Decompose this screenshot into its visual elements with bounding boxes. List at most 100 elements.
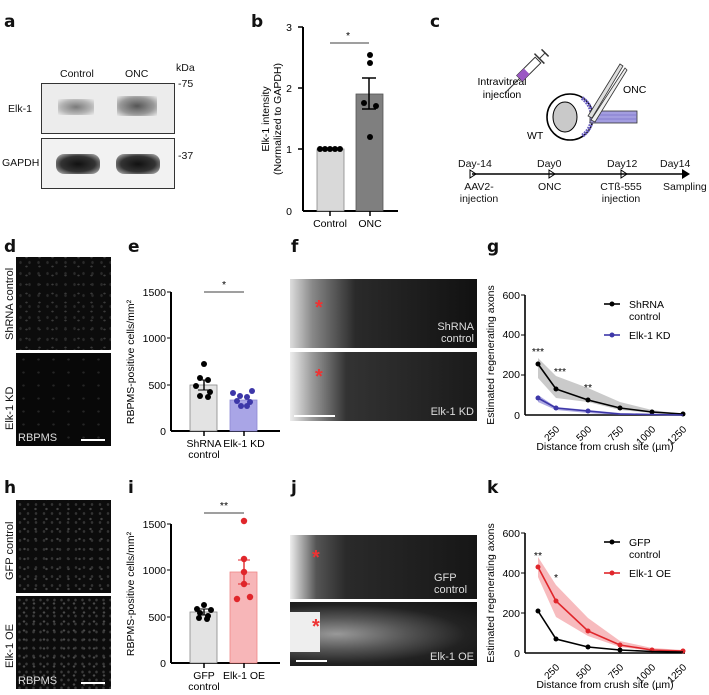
scale-bar-j [296,660,327,662]
micrograph-elk1-oe: RBPMS [16,596,111,689]
chart-b: 3 2 1 0 * Control ONC Elk-1 intensity (N… [260,22,398,230]
svg-text:Distance from crush site (µm): Distance from crush site (µm) [536,679,673,691]
svg-text:Elk-1 OE: Elk-1 OE [629,568,671,580]
panel-label-c: c [430,12,441,32]
svg-text:Estimated regenerating axons: Estimated regenerating axons [485,523,497,663]
svg-text:*: * [222,280,226,291]
panel-label-b: b [251,12,264,32]
timeline-event-sampling: Sampling [663,181,707,193]
nerve-label-gfp: GFP control [434,572,468,596]
panel-label-a: a [4,12,16,32]
timeline-day-14: Day-14 [458,158,492,170]
svg-text:**: ** [584,382,592,394]
crush-site-asterisk-icon: * [312,547,320,569]
svg-text:0: 0 [514,410,520,422]
svg-text:0: 0 [514,648,520,660]
row-label-shrna-control: ShRNA control [4,267,16,340]
panel-label-j: j [291,478,297,498]
svg-text:1000: 1000 [143,565,167,577]
timeline-day14: Day14 [660,158,691,170]
crush-site-asterisk-icon: * [315,297,323,319]
svg-text:***: *** [532,346,544,358]
svg-text:control: control [629,311,661,323]
micrograph-elk1-kd: RBPMS [16,353,111,446]
timeline-day12: Day12 [607,158,638,170]
svg-text:Elk-1 intensity: Elk-1 intensity [260,86,272,152]
svg-text:200: 200 [502,369,520,381]
row-label-gfp-control: GFP control [4,521,16,581]
svg-text:2: 2 [286,83,292,95]
svg-text:400: 400 [502,568,520,580]
kda-label: kDa [176,62,195,74]
chart-e: 1500 1000 500 0 * ShRNA control Elk-1 KD… [125,280,280,460]
svg-text:600: 600 [502,528,520,540]
svg-text:GFP: GFP [193,670,215,682]
svg-text:1000: 1000 [143,333,167,345]
svg-text:0: 0 [286,206,292,218]
svg-text:RBPMS-positive cells/mm²: RBPMS-positive cells/mm² [125,299,137,424]
svg-text:600: 600 [502,290,520,302]
svg-text:injection: injection [483,89,522,101]
row-label-elk1-kd: Elk-1 KD [4,386,16,430]
panel-label-e: e [128,237,140,257]
nerve-label-kd: Elk-1 KD [430,406,474,418]
svg-text:***: *** [554,366,566,378]
panel-label-g: g [487,237,500,257]
scale-bar-f [294,415,335,417]
svg-text:3: 3 [286,22,292,34]
svg-text:ShRNA: ShRNA [186,438,221,450]
svg-text:1: 1 [286,144,292,156]
crush-site-asterisk-icon: * [312,616,320,638]
panel-label-d: d [4,237,17,257]
svg-text:control: control [188,449,220,460]
svg-text:**: ** [534,550,542,562]
nerve-image-elk1-oe: * Elk-1 OE [290,602,477,666]
svg-text:0: 0 [160,658,166,670]
significance-b: * [346,30,350,42]
svg-text:control: control [629,549,661,561]
stain-label-h: RBPMS [18,675,58,687]
svg-text:Elk-1 KD: Elk-1 KD [223,438,265,450]
svg-text:400: 400 [502,329,520,341]
lane-label-onc: ONC [125,68,149,80]
row-label-elk1-oe: Elk-1 OE [4,623,16,668]
svg-text:RBPMS-positive cells/mm²: RBPMS-positive cells/mm² [125,531,137,656]
panel-label-k: k [487,478,499,498]
nerve-image-gfp-control: * GFP control [290,535,477,599]
panel-label-f: f [291,237,299,257]
svg-text:1500: 1500 [143,287,167,299]
timeline-event-onc: ONC [538,181,562,193]
row-label-elk1: Elk-1 [8,103,32,115]
blot-elk1 [41,83,175,134]
svg-text:Distance from crush site (µm): Distance from crush site (µm) [536,441,673,453]
blot-gapdh [41,138,175,189]
marker-37: -37 [178,150,194,162]
stain-label-d: RBPMS [18,432,58,444]
micrograph-gfp-control [16,500,111,593]
svg-text:500: 500 [148,380,166,392]
label-intravitreal: Intravitreal [477,76,526,88]
chart-i: 1500 1000 500 0 ** GFP control Elk-1 OE … [125,500,280,693]
svg-text:500: 500 [148,612,166,624]
svg-text:200: 200 [502,608,520,620]
panel-label-h: h [4,478,17,498]
svg-text:control: control [188,681,220,693]
svg-text:*: * [554,572,558,584]
scale-bar-h [81,682,105,684]
svg-text:GFP: GFP [629,537,651,549]
svg-text:0: 0 [160,426,166,438]
nerve-image-elk1-kd: * Elk-1 KD [290,352,477,421]
svg-text:**: ** [220,500,228,512]
nerve-image-shrna-control: * ShRNA control [290,279,477,348]
svg-text:1500: 1500 [143,519,167,531]
xtick-control: Control [313,218,347,230]
svg-text:Elk-1 OE: Elk-1 OE [223,670,265,682]
svg-text:Elk-1 KD: Elk-1 KD [629,330,671,342]
lane-label-control: Control [60,68,94,80]
micrograph-shrna-control [16,257,111,350]
panel-label-i: i [128,478,134,498]
experiment-diagram: Intravitreal injection ONC WT [469,48,690,179]
nerve-label-shrna: ShRNA control [437,321,474,345]
